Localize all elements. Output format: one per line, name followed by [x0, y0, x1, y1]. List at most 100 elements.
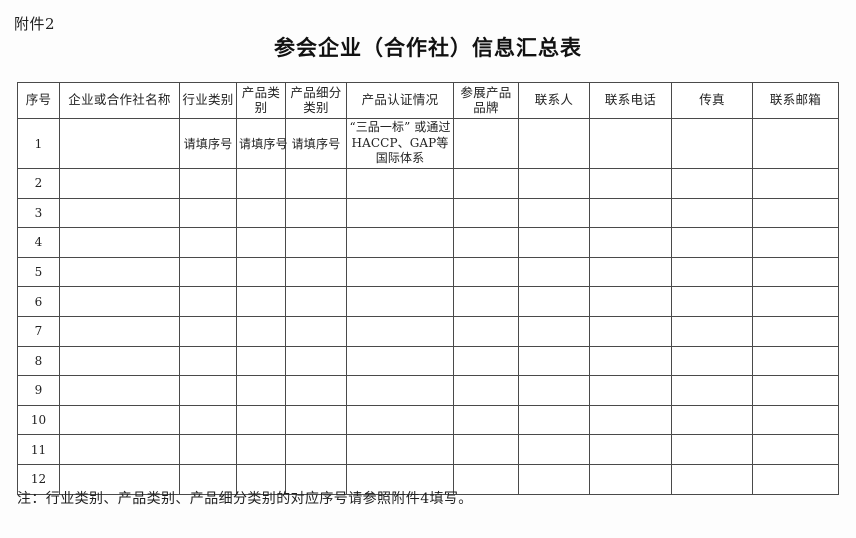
cell-person[interactable]: [518, 256, 590, 288]
cell-pcat[interactable]: [236, 463, 286, 495]
cell-pcat[interactable]: [236, 256, 286, 288]
cell-person[interactable]: [518, 197, 590, 229]
cell-psub[interactable]: [285, 286, 347, 317]
cell-brand[interactable]: [453, 375, 519, 406]
cell-psub[interactable]: [285, 197, 347, 229]
cell-ind[interactable]: [179, 345, 237, 377]
table-row[interactable]: 9: [17, 375, 839, 406]
cell-phone[interactable]: [589, 404, 672, 436]
cell-mail[interactable]: [752, 375, 839, 406]
cell-psub[interactable]: [285, 168, 347, 199]
cell-fax[interactable]: [671, 168, 753, 199]
cell-brand[interactable]: [453, 286, 519, 317]
cell-pcat[interactable]: [236, 404, 286, 436]
cell-phone[interactable]: [589, 168, 672, 199]
cell-cert[interactable]: [346, 286, 454, 317]
cell-phone[interactable]: [589, 345, 672, 377]
cell-mail[interactable]: [752, 118, 839, 169]
cell-ind[interactable]: [179, 375, 237, 406]
cell-cert[interactable]: [346, 315, 454, 347]
cell-ind[interactable]: [179, 168, 237, 199]
cell-hint-pcat[interactable]: 请填序号: [236, 118, 288, 169]
cell-brand[interactable]: [453, 197, 519, 229]
cell-brand[interactable]: [453, 463, 519, 495]
cell-brand[interactable]: [453, 256, 519, 288]
cell-name[interactable]: [59, 256, 180, 288]
cell-hint-psub[interactable]: 请填序号: [285, 118, 347, 169]
cell-ind[interactable]: [179, 197, 237, 229]
cell-mail[interactable]: [752, 286, 839, 317]
cell-ind[interactable]: [179, 434, 237, 465]
cell-mail[interactable]: [752, 256, 839, 288]
cell-ind[interactable]: [179, 315, 237, 347]
cell-fax[interactable]: [671, 227, 753, 258]
cell-cert[interactable]: [346, 197, 454, 229]
cell-ind[interactable]: [179, 286, 237, 317]
table-row[interactable]: 6: [17, 286, 839, 317]
table-row[interactable]: 4: [17, 227, 839, 258]
cell-brand[interactable]: [453, 168, 519, 199]
cell-pcat[interactable]: [236, 315, 286, 347]
cell-name[interactable]: [59, 404, 180, 436]
cell-ind[interactable]: [179, 256, 237, 288]
cell-cert[interactable]: [346, 256, 454, 288]
cell-fax[interactable]: [671, 434, 753, 465]
cell-brand[interactable]: [453, 118, 519, 169]
cell-name[interactable]: [59, 375, 180, 406]
cell-psub[interactable]: [285, 434, 347, 465]
cell-ind[interactable]: [179, 227, 237, 258]
cell-person[interactable]: [518, 227, 590, 258]
cell-phone[interactable]: [589, 256, 672, 288]
cell-psub[interactable]: [285, 345, 347, 377]
cell-phone[interactable]: [589, 286, 672, 317]
table-row[interactable]: 10: [17, 404, 839, 436]
table-row[interactable]: 2: [17, 168, 839, 199]
cell-psub[interactable]: [285, 375, 347, 406]
cell-psub[interactable]: [285, 227, 347, 258]
table-row[interactable]: 8: [17, 345, 839, 377]
cell-ind[interactable]: [179, 463, 237, 495]
cell-mail[interactable]: [752, 404, 839, 436]
cell-psub[interactable]: [285, 315, 347, 347]
table-row[interactable]: 5: [17, 256, 839, 288]
cell-mail[interactable]: [752, 434, 839, 465]
cell-brand[interactable]: [453, 315, 519, 347]
cell-pcat[interactable]: [236, 375, 286, 406]
cell-mail[interactable]: [752, 197, 839, 229]
cell-person[interactable]: [518, 345, 590, 377]
table-row[interactable]: 12: [17, 463, 839, 495]
cell-pcat[interactable]: [236, 197, 286, 229]
cell-psub[interactable]: [285, 256, 347, 288]
cell-person[interactable]: [518, 118, 590, 169]
cell-name[interactable]: [59, 118, 180, 169]
cell-brand[interactable]: [453, 227, 519, 258]
cell-person[interactable]: [518, 168, 590, 199]
cell-mail[interactable]: [752, 345, 839, 377]
cell-cert[interactable]: [346, 345, 454, 377]
cell-cert[interactable]: [346, 227, 454, 258]
cell-phone[interactable]: [589, 434, 672, 465]
cell-hint-ind[interactable]: 请填序号: [179, 118, 237, 169]
cell-person[interactable]: [518, 375, 590, 406]
cell-cert[interactable]: [346, 404, 454, 436]
cell-pcat[interactable]: [236, 345, 286, 377]
cell-pcat[interactable]: [236, 286, 286, 317]
cell-mail[interactable]: [752, 315, 839, 347]
cell-person[interactable]: [518, 404, 590, 436]
cell-fax[interactable]: [671, 286, 753, 317]
cell-brand[interactable]: [453, 345, 519, 377]
cell-brand[interactable]: [453, 434, 519, 465]
cell-pcat[interactable]: [236, 227, 286, 258]
cell-fax[interactable]: [671, 375, 753, 406]
cell-name[interactable]: [59, 197, 180, 229]
cell-brand[interactable]: [453, 404, 519, 436]
cell-phone[interactable]: [589, 375, 672, 406]
cell-phone[interactable]: [589, 315, 672, 347]
cell-cert[interactable]: [346, 168, 454, 199]
cell-cert[interactable]: [346, 434, 454, 465]
cell-mail[interactable]: [752, 227, 839, 258]
cell-name[interactable]: [59, 434, 180, 465]
cell-phone[interactable]: [589, 227, 672, 258]
cell-name[interactable]: [59, 168, 180, 199]
table-row[interactable]: 1 请填序号 请填序号 请填序号 “三品一标” 或通过HACCP、GAP等国际体系: [17, 118, 839, 169]
